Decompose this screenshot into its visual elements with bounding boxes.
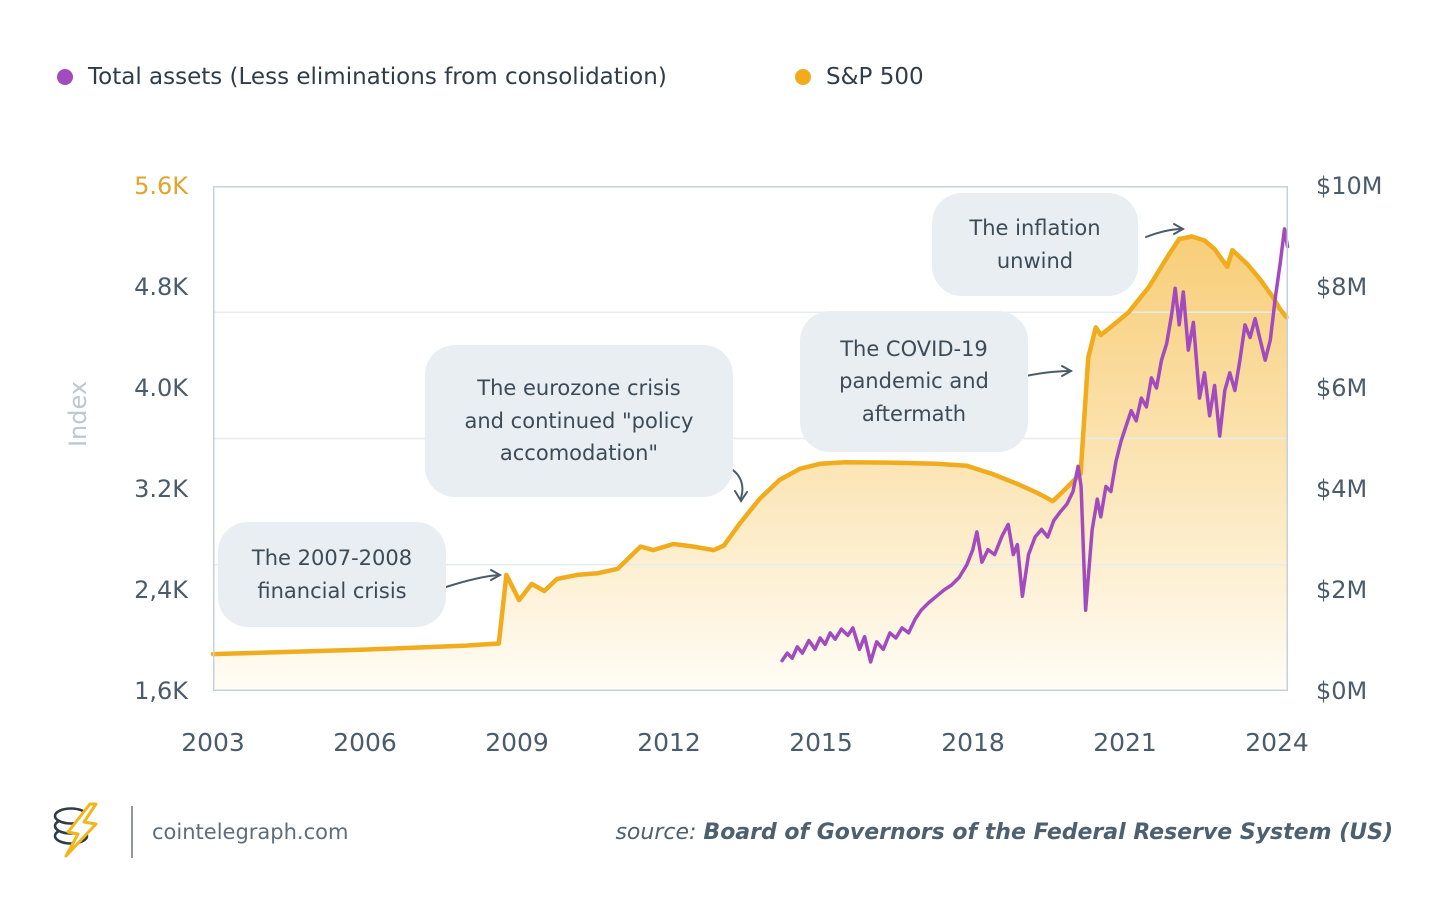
legend-label-total-assets: Total assets (Less eliminations from con… [88, 64, 667, 90]
plot-border [213, 186, 1288, 691]
y-tick-right: $10M [1316, 172, 1383, 200]
x-tick: 2024 [1245, 728, 1309, 757]
x-tick: 2018 [941, 728, 1005, 757]
footer-source: source: Board of Governors of the Federa… [615, 820, 1393, 845]
y-tick-left: 2,4K [134, 576, 188, 604]
footer-site: cointelegraph.com [152, 820, 349, 844]
x-tick: 2003 [181, 728, 245, 757]
source-text: Board of Governors of the Federal Reserv… [703, 820, 1393, 845]
y-tick-right: $0M [1316, 677, 1368, 705]
x-tick: 2015 [789, 728, 853, 757]
y-tick-left: 3.2K [134, 475, 188, 503]
sp500-line [210, 234, 1289, 657]
annotation-line: unwind [996, 248, 1074, 273]
annotation-covid: The COVID-19 pandemic and aftermath [800, 311, 1028, 452]
annotation-line: accomodation" [499, 441, 659, 466]
annotation-line: The eurozone crisis [477, 376, 681, 401]
legend-dot-total-assets-icon [57, 69, 73, 85]
annotation-line: pandemic and [839, 369, 989, 394]
x-tick: 2012 [637, 728, 701, 757]
y-tick-left: 4.8K [134, 273, 188, 301]
y-tick-right: $4M [1316, 475, 1368, 503]
legend-item-sp500: S&P 500 [795, 64, 924, 90]
lightning-bolt-icon [64, 802, 98, 858]
plot-area [210, 186, 1290, 691]
y-tick-left: 5.6K [134, 172, 188, 200]
footer-divider [131, 806, 133, 858]
legend-item-total-assets: Total assets (Less eliminations from con… [57, 64, 667, 90]
y-axis-right-labels: $10M $8M $6M $4M $2M $0M [1316, 170, 1416, 707]
y-tick-right: $6M [1316, 374, 1368, 402]
annotation-line: aftermath [861, 401, 967, 426]
x-axis-labels: 2003 2006 2009 2012 2015 2018 2021 2024 [173, 728, 1317, 757]
annotation-arrow-inflation [1145, 223, 1186, 238]
annotation-eurozone: The eurozone crisis and continued "polic… [425, 345, 733, 497]
annotation-line: financial crisis [257, 578, 407, 603]
y-tick-right: $2M [1316, 576, 1368, 604]
total-assets-line [780, 227, 1290, 664]
source-label: source: [615, 820, 704, 845]
y-tick-right: $8M [1316, 273, 1368, 301]
annotation-line: The COVID-19 [840, 336, 988, 361]
annotation-line: The inflation [969, 215, 1101, 240]
y-axis-left-labels: 5.6K 4.8K 4.0K 3.2K 2,4K 1,6K [88, 170, 188, 707]
annotation-line: and continued "policy [464, 408, 694, 433]
annotation-line: The 2007-2008 [251, 545, 413, 570]
x-tick: 2009 [485, 728, 549, 757]
annotation-arrow-financial-crisis [445, 569, 503, 588]
x-tick: 2006 [333, 728, 397, 757]
annotation-financial-crisis: The 2007-2008 financial crisis [218, 522, 446, 627]
legend-label-sp500: S&P 500 [826, 64, 924, 90]
annotation-inflation-unwind: The inflation unwind [932, 193, 1138, 296]
legend-dot-sp500-icon [795, 69, 811, 85]
y-tick-left: 1,6K [134, 677, 188, 705]
x-tick: 2021 [1093, 728, 1157, 757]
sp500-area [213, 236, 1287, 691]
y-tick-left: 4.0K [134, 374, 188, 402]
cointelegraph-logo-icon [53, 802, 98, 858]
